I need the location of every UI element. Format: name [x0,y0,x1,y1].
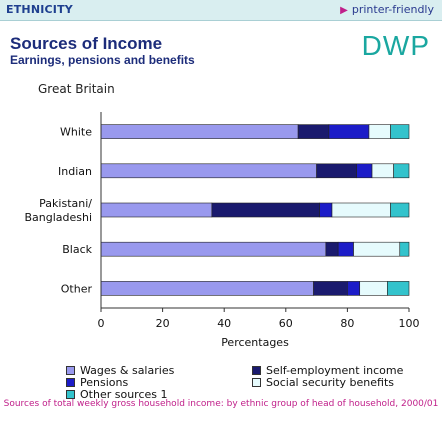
bar-segment [313,281,348,296]
bar-segment [393,163,410,179]
bar-segment [353,241,401,257]
bar-segment [399,241,410,257]
bar-segment [316,163,357,179]
legend-swatch [66,390,75,399]
legend-item: Social security benefits [252,376,394,389]
legend-item: Other sources 1 [66,388,167,401]
legend-swatch [66,378,75,387]
legend-item: Pensions [66,376,128,389]
legend-label: Self-employment income [266,364,404,377]
legend-label: Pensions [80,376,129,389]
triangle-right-icon: ▶ [340,5,348,16]
page-title: Sources of Income [10,34,163,53]
legend-label: Social security benefits [266,376,394,389]
bar-segment [100,202,213,218]
bar-segment [331,202,391,218]
category-label: Indian [58,165,92,178]
bar-segment [297,124,330,139]
chart-footnote: Sources of total weekly gross household … [3,399,439,409]
category-label: Bangladeshi [24,211,92,224]
region-label: Great Britain [38,82,115,96]
category-label: White [60,126,92,139]
legend-item: Self-employment income [252,364,403,377]
bar-segment [325,241,339,257]
bar-segment [387,281,410,296]
bar-segment [337,241,354,257]
bar-segment [319,202,333,218]
legend-swatch [66,366,75,375]
bar-segment [390,202,410,218]
x-tick-label: 40 [217,317,231,330]
printer-friendly-link[interactable]: ▶ printer-friendly [340,3,434,16]
bar-segment [211,202,320,218]
page-subtitle: Earnings, pensions and benefits [10,53,195,67]
stacked-bar-chart: White Indian Pakistani/Bangladeshi Black Oth… [24,112,420,349]
bar-segment [368,124,391,139]
category-label: Other [61,282,93,295]
legend-swatch [252,366,261,375]
x-tick-label: 0 [98,317,105,330]
bar-segment [390,124,410,139]
x-tick-label: 80 [340,317,354,330]
bar-segment [356,163,373,179]
section-label: ETHNICITY [6,3,73,16]
bar-segment [359,281,388,296]
category-label: Black [62,243,92,256]
x-tick-label: 100 [399,317,420,330]
bar-segment [328,124,370,139]
top-bar: ETHNICITY ▶ printer-friendly [0,0,442,21]
bar-segment [347,281,361,296]
legend-label: Other sources 1 [80,388,168,401]
legend-swatch [252,378,261,387]
category-label: Pakistani/ [39,197,92,210]
bar-segment [371,163,394,179]
bar-segment [100,124,299,139]
bar-segment [100,163,317,179]
x-tick-label: 20 [156,317,170,330]
x-axis-label: Percentages [221,336,289,349]
bar-segment [100,241,327,257]
dwp-logo: DWP [361,30,430,61]
printer-friendly-label: printer-friendly [351,3,434,16]
legend-label: Wages & salaries [80,364,175,377]
legend-item: Wages & salaries [66,364,174,377]
x-tick-label: 60 [279,317,293,330]
bar-segment [100,281,314,296]
